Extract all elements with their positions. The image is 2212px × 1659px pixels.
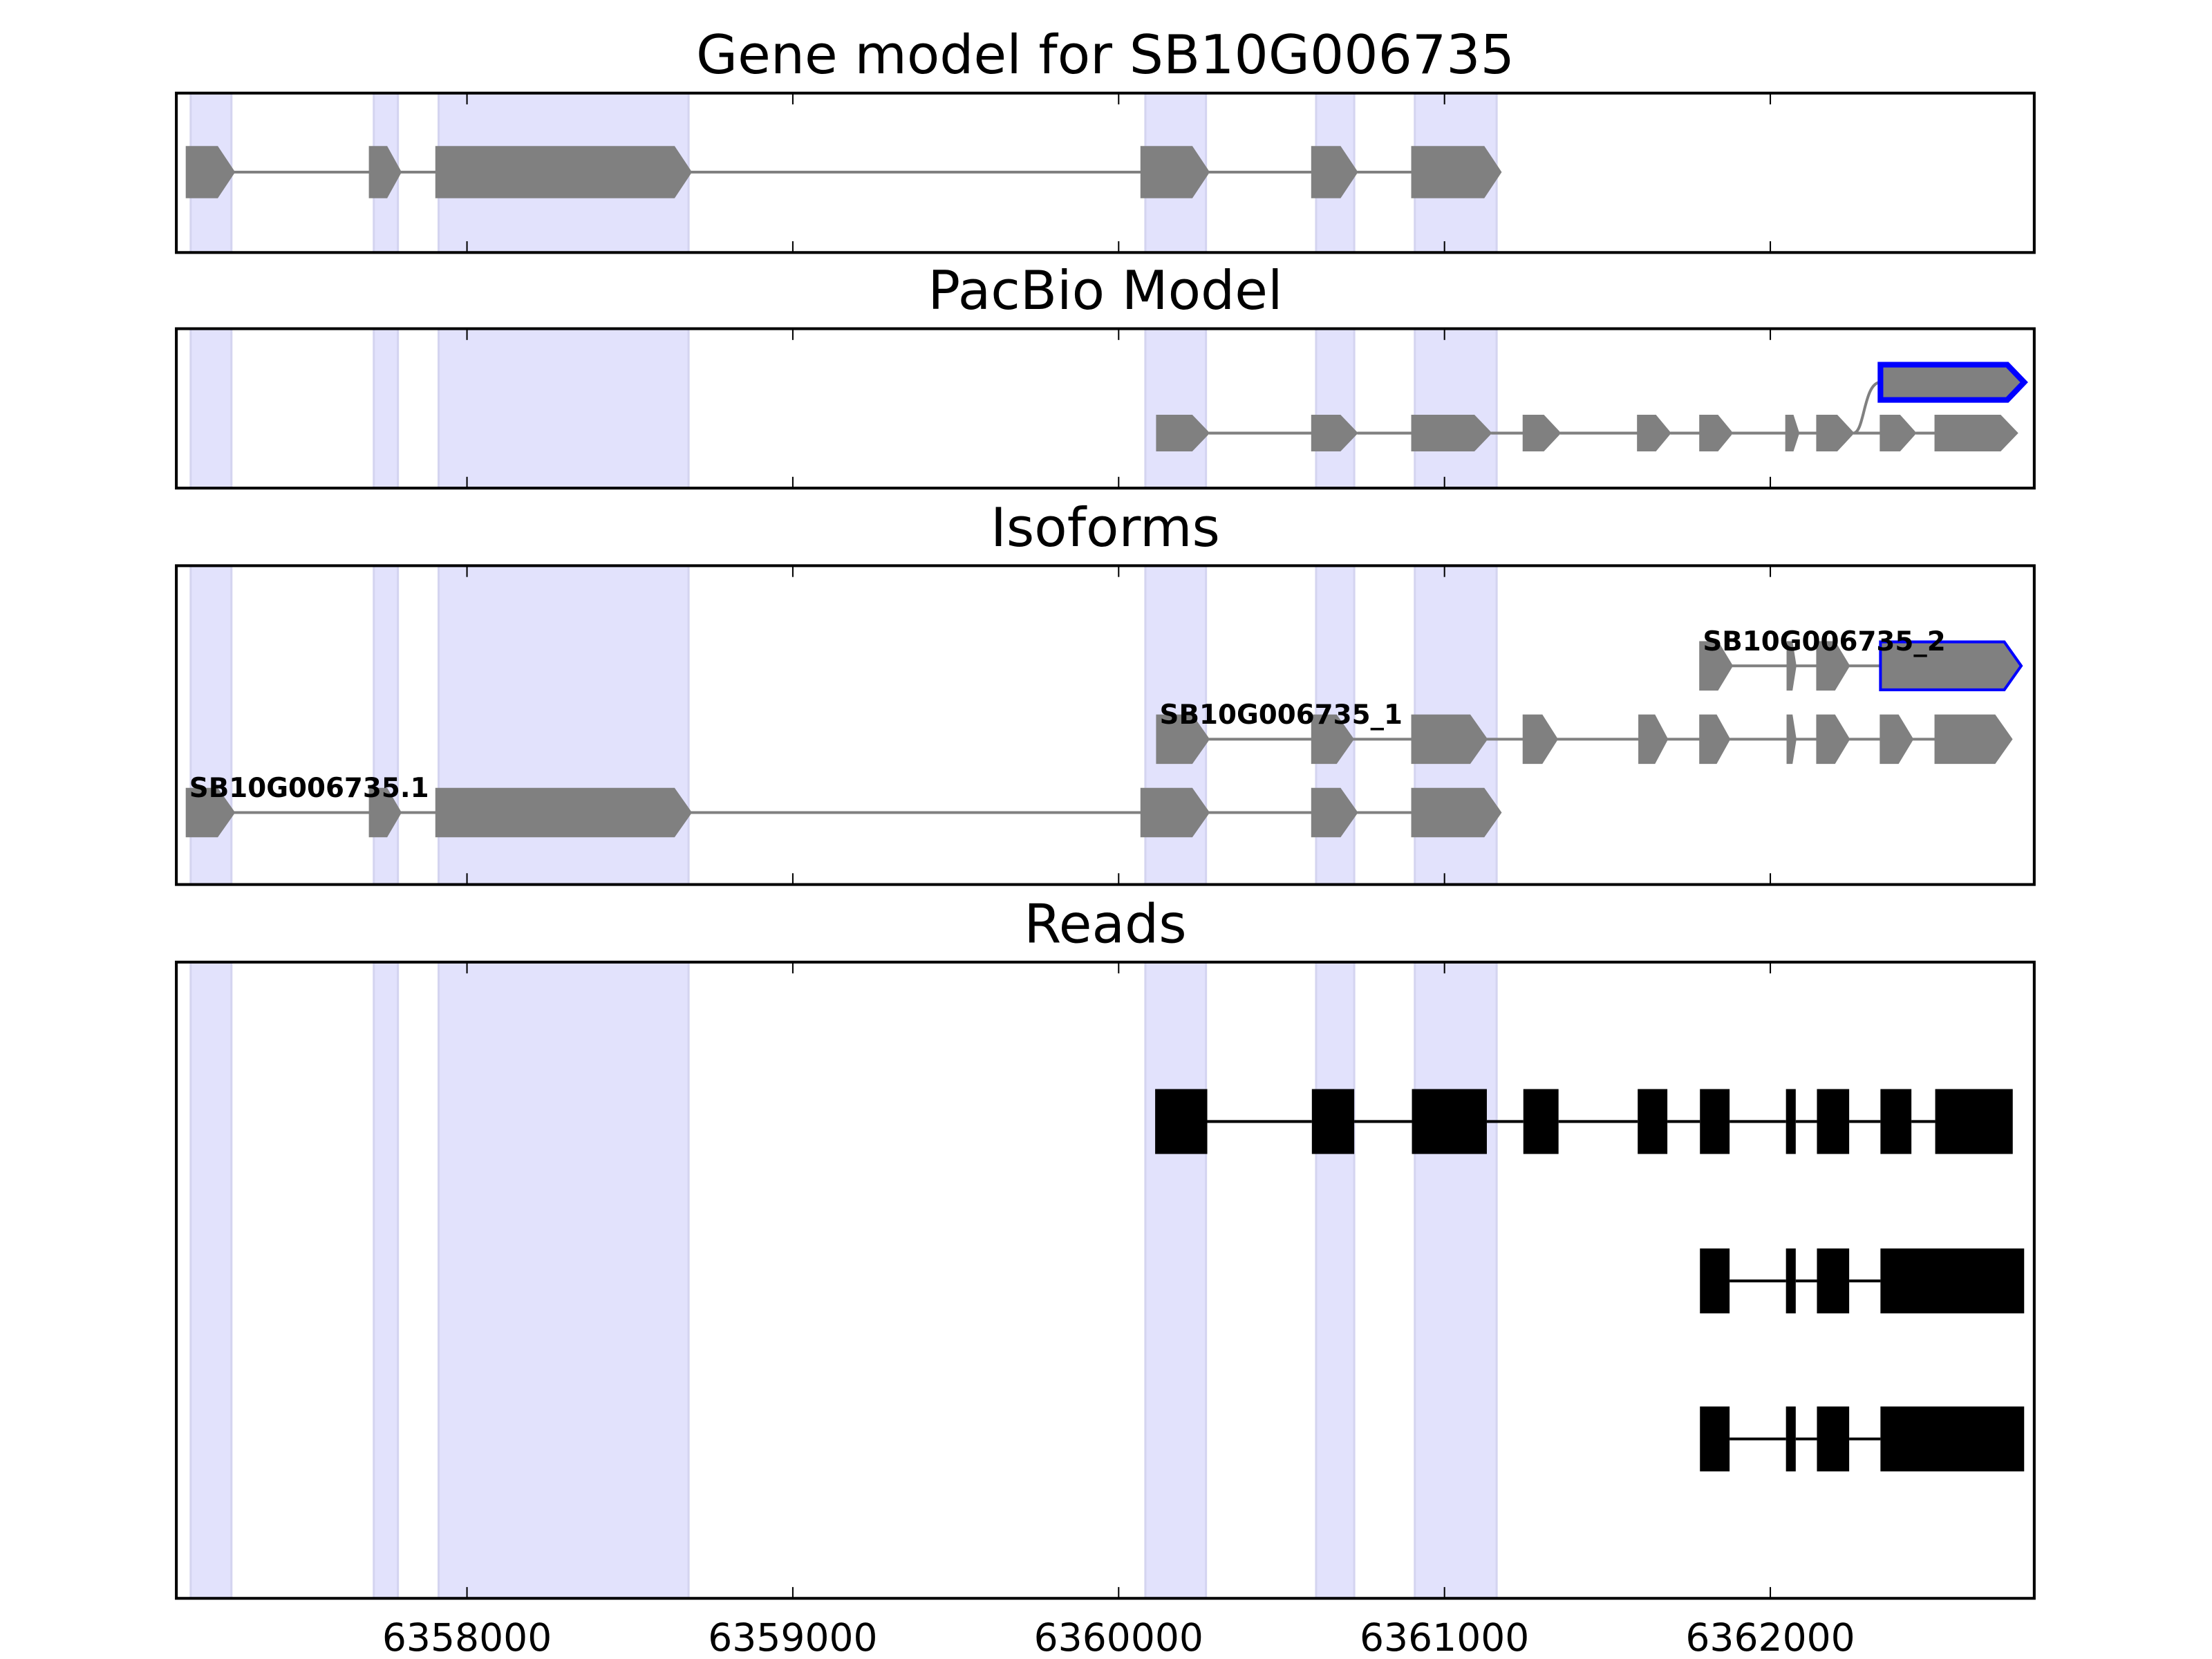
- shaded-region: [1315, 327, 1356, 489]
- read-block: [1311, 1089, 1355, 1154]
- exon: [1522, 714, 1558, 765]
- exon: [1522, 415, 1562, 452]
- read-block: [1880, 1248, 2025, 1313]
- exon: [1934, 714, 2013, 765]
- read-block: [1817, 1089, 1850, 1154]
- exon: [1816, 714, 1850, 765]
- exon: [1411, 787, 1502, 838]
- exon: [1637, 415, 1671, 452]
- exon: [1411, 714, 1488, 765]
- exon: [1311, 787, 1358, 838]
- shaded-region: [1414, 327, 1498, 489]
- read-block: [1412, 1089, 1487, 1154]
- exon: [368, 146, 402, 198]
- shaded-region: [189, 327, 233, 489]
- panel-isoforms: Isoforms SB10G006735.1 SB10G006735_1 SB10G0…: [175, 497, 2036, 886]
- x-tick-label: 6361000: [1360, 1615, 1529, 1659]
- panel-title: Gene model for SB10G006735: [696, 24, 1515, 86]
- exon: [1785, 415, 1800, 452]
- exon: [435, 146, 693, 198]
- x-tick-label: 6362000: [1685, 1615, 1855, 1659]
- panel-title: Reads: [1024, 893, 1186, 955]
- exon-highlighted: [1877, 362, 2028, 403]
- shaded-region: [438, 327, 690, 489]
- exon: [1140, 146, 1210, 198]
- exon: [1699, 714, 1731, 765]
- exon: [1699, 641, 1734, 691]
- shaded-region: [1414, 961, 1498, 1600]
- exon: [1934, 415, 2018, 452]
- exon: [368, 787, 402, 838]
- exon: [1786, 714, 1797, 765]
- read-block: [1700, 1248, 1730, 1313]
- exon: [185, 146, 236, 198]
- read-block: [1523, 1089, 1559, 1154]
- read-row: [1700, 1248, 2025, 1313]
- read-block: [1638, 1089, 1668, 1154]
- exon: [1880, 415, 1917, 452]
- isoform-label: SB10G006735_2: [1703, 626, 1945, 657]
- read-block: [1880, 1089, 1912, 1154]
- exon: [1816, 415, 1855, 452]
- axes-frame: [175, 564, 2036, 886]
- exon: [1156, 415, 1210, 452]
- read-block: [1817, 1248, 1850, 1313]
- read-block: [1785, 1089, 1796, 1154]
- exon: [1311, 415, 1358, 452]
- panel-gene-model-for-sb10g006735: Gene model for SB10G006735: [175, 24, 2036, 254]
- axes-frame: [175, 91, 2036, 254]
- exon: [1699, 415, 1734, 452]
- transcript-row: [1156, 415, 2018, 452]
- transcript-row: SB10G006735.1: [185, 773, 1502, 838]
- shaded-region: [373, 961, 400, 1600]
- exon-highlighted: [1879, 640, 2023, 691]
- exon: [185, 787, 236, 838]
- exon: [1140, 787, 1210, 838]
- transcript-row: SB10G006735_2: [1699, 626, 2023, 691]
- exon: [1311, 146, 1358, 198]
- exon: [1880, 714, 1914, 765]
- axes-frame: [175, 327, 2036, 490]
- exon: [1156, 714, 1210, 765]
- transcript-row: [1853, 362, 2028, 435]
- panel-reads: Reads: [175, 893, 2036, 1600]
- x-tick-label: 6358000: [382, 1615, 552, 1659]
- panel-title: PacBio Model: [928, 260, 1282, 322]
- read-row: [1155, 1089, 2013, 1154]
- read-block: [1700, 1406, 1730, 1472]
- isoform-label: SB10G006735.1: [189, 773, 429, 804]
- x-tick-label: 6359000: [708, 1615, 877, 1659]
- x-tick-label: 6360000: [1034, 1615, 1203, 1659]
- shaded-region: [438, 961, 690, 1600]
- axes-frame: [175, 960, 2036, 1600]
- panel-title: Isoforms: [991, 497, 1220, 559]
- exon: [1411, 146, 1502, 198]
- transcript-row: SB10G006735_1: [1156, 700, 2013, 765]
- read-block: [1700, 1089, 1730, 1154]
- shaded-region: [373, 327, 400, 489]
- read-block: [1935, 1089, 2013, 1154]
- panel-pacbio-model: PacBio Model: [175, 260, 2036, 490]
- exon: [435, 787, 693, 838]
- transcript-row: [185, 146, 1502, 198]
- exon: [1816, 641, 1850, 691]
- exon: [1786, 641, 1797, 691]
- intron-curve: [1853, 381, 1881, 435]
- read-block: [1785, 1248, 1796, 1313]
- isoform-label: SB10G006735_1: [1160, 700, 1403, 731]
- shaded-region: [1144, 961, 1208, 1600]
- exon: [1411, 415, 1492, 452]
- read-block: [1155, 1089, 1208, 1154]
- read-block: [1817, 1406, 1850, 1472]
- read-row: [1700, 1406, 2025, 1472]
- shaded-region: [1144, 327, 1208, 489]
- exon: [1311, 714, 1354, 765]
- read-block: [1785, 1406, 1796, 1472]
- shaded-region: [1315, 961, 1356, 1600]
- exon: [1638, 714, 1669, 765]
- shaded-region: [189, 961, 233, 1600]
- read-block: [1880, 1406, 2025, 1472]
